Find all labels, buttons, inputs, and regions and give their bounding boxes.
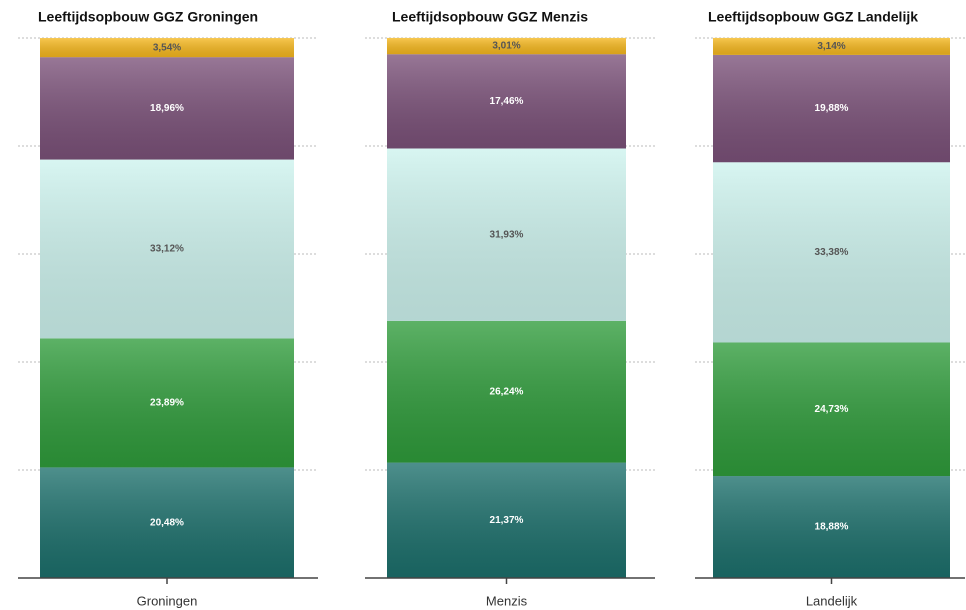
x-tick-label: Landelijk (806, 593, 858, 608)
bar-shade (387, 320, 626, 463)
bar-shade (713, 37, 950, 55)
chart-title: Leeftijdsopbouw GGZ Groningen (38, 9, 258, 25)
chart-title: Leeftijdsopbouw GGZ Menzis (392, 9, 588, 25)
bar-shade (40, 467, 294, 578)
x-tick-label: Menzis (486, 593, 528, 608)
bar-shade (713, 54, 950, 163)
bar-shade (387, 148, 626, 321)
value-label: 18,88% (815, 522, 849, 533)
bar-shade (40, 338, 294, 468)
chart-title: Leeftijdsopbouw GGZ Landelijk (708, 9, 918, 25)
bar-shade (387, 462, 626, 578)
value-label: 3,01% (492, 41, 520, 52)
value-label: 3,14% (817, 41, 845, 52)
value-label: 33,12% (150, 244, 184, 255)
value-label: 23,89% (150, 398, 184, 409)
value-label: 3,54% (153, 42, 181, 53)
bar-shade (40, 38, 294, 58)
chart: Leeftijdsopbouw GGZ Landelijk 18,88% 24,73… (695, 9, 965, 608)
bar-shade (40, 159, 294, 339)
value-label: 18,96% (150, 103, 184, 114)
bar-shade (713, 476, 950, 578)
bar-shade (713, 342, 950, 477)
value-label: 20,48% (150, 517, 184, 528)
bar-shade (40, 57, 294, 160)
bar-shade (387, 54, 626, 149)
value-label: 33,38% (815, 247, 849, 258)
bar-shade (387, 37, 626, 55)
value-label: 17,46% (490, 96, 524, 107)
value-label: 26,24% (490, 386, 524, 397)
chart: Leeftijdsopbouw GGZ Groningen 20,48% 23,89… (18, 9, 318, 608)
x-tick-label: Groningen (137, 593, 198, 608)
value-label: 24,73% (815, 404, 849, 415)
value-label: 31,93% (490, 229, 524, 240)
chart: Leeftijdsopbouw GGZ Menzis 21,37% 26,24% 31… (365, 9, 655, 608)
value-label: 21,37% (490, 515, 524, 526)
value-label: 19,88% (815, 103, 849, 114)
bar-shade (713, 162, 950, 343)
